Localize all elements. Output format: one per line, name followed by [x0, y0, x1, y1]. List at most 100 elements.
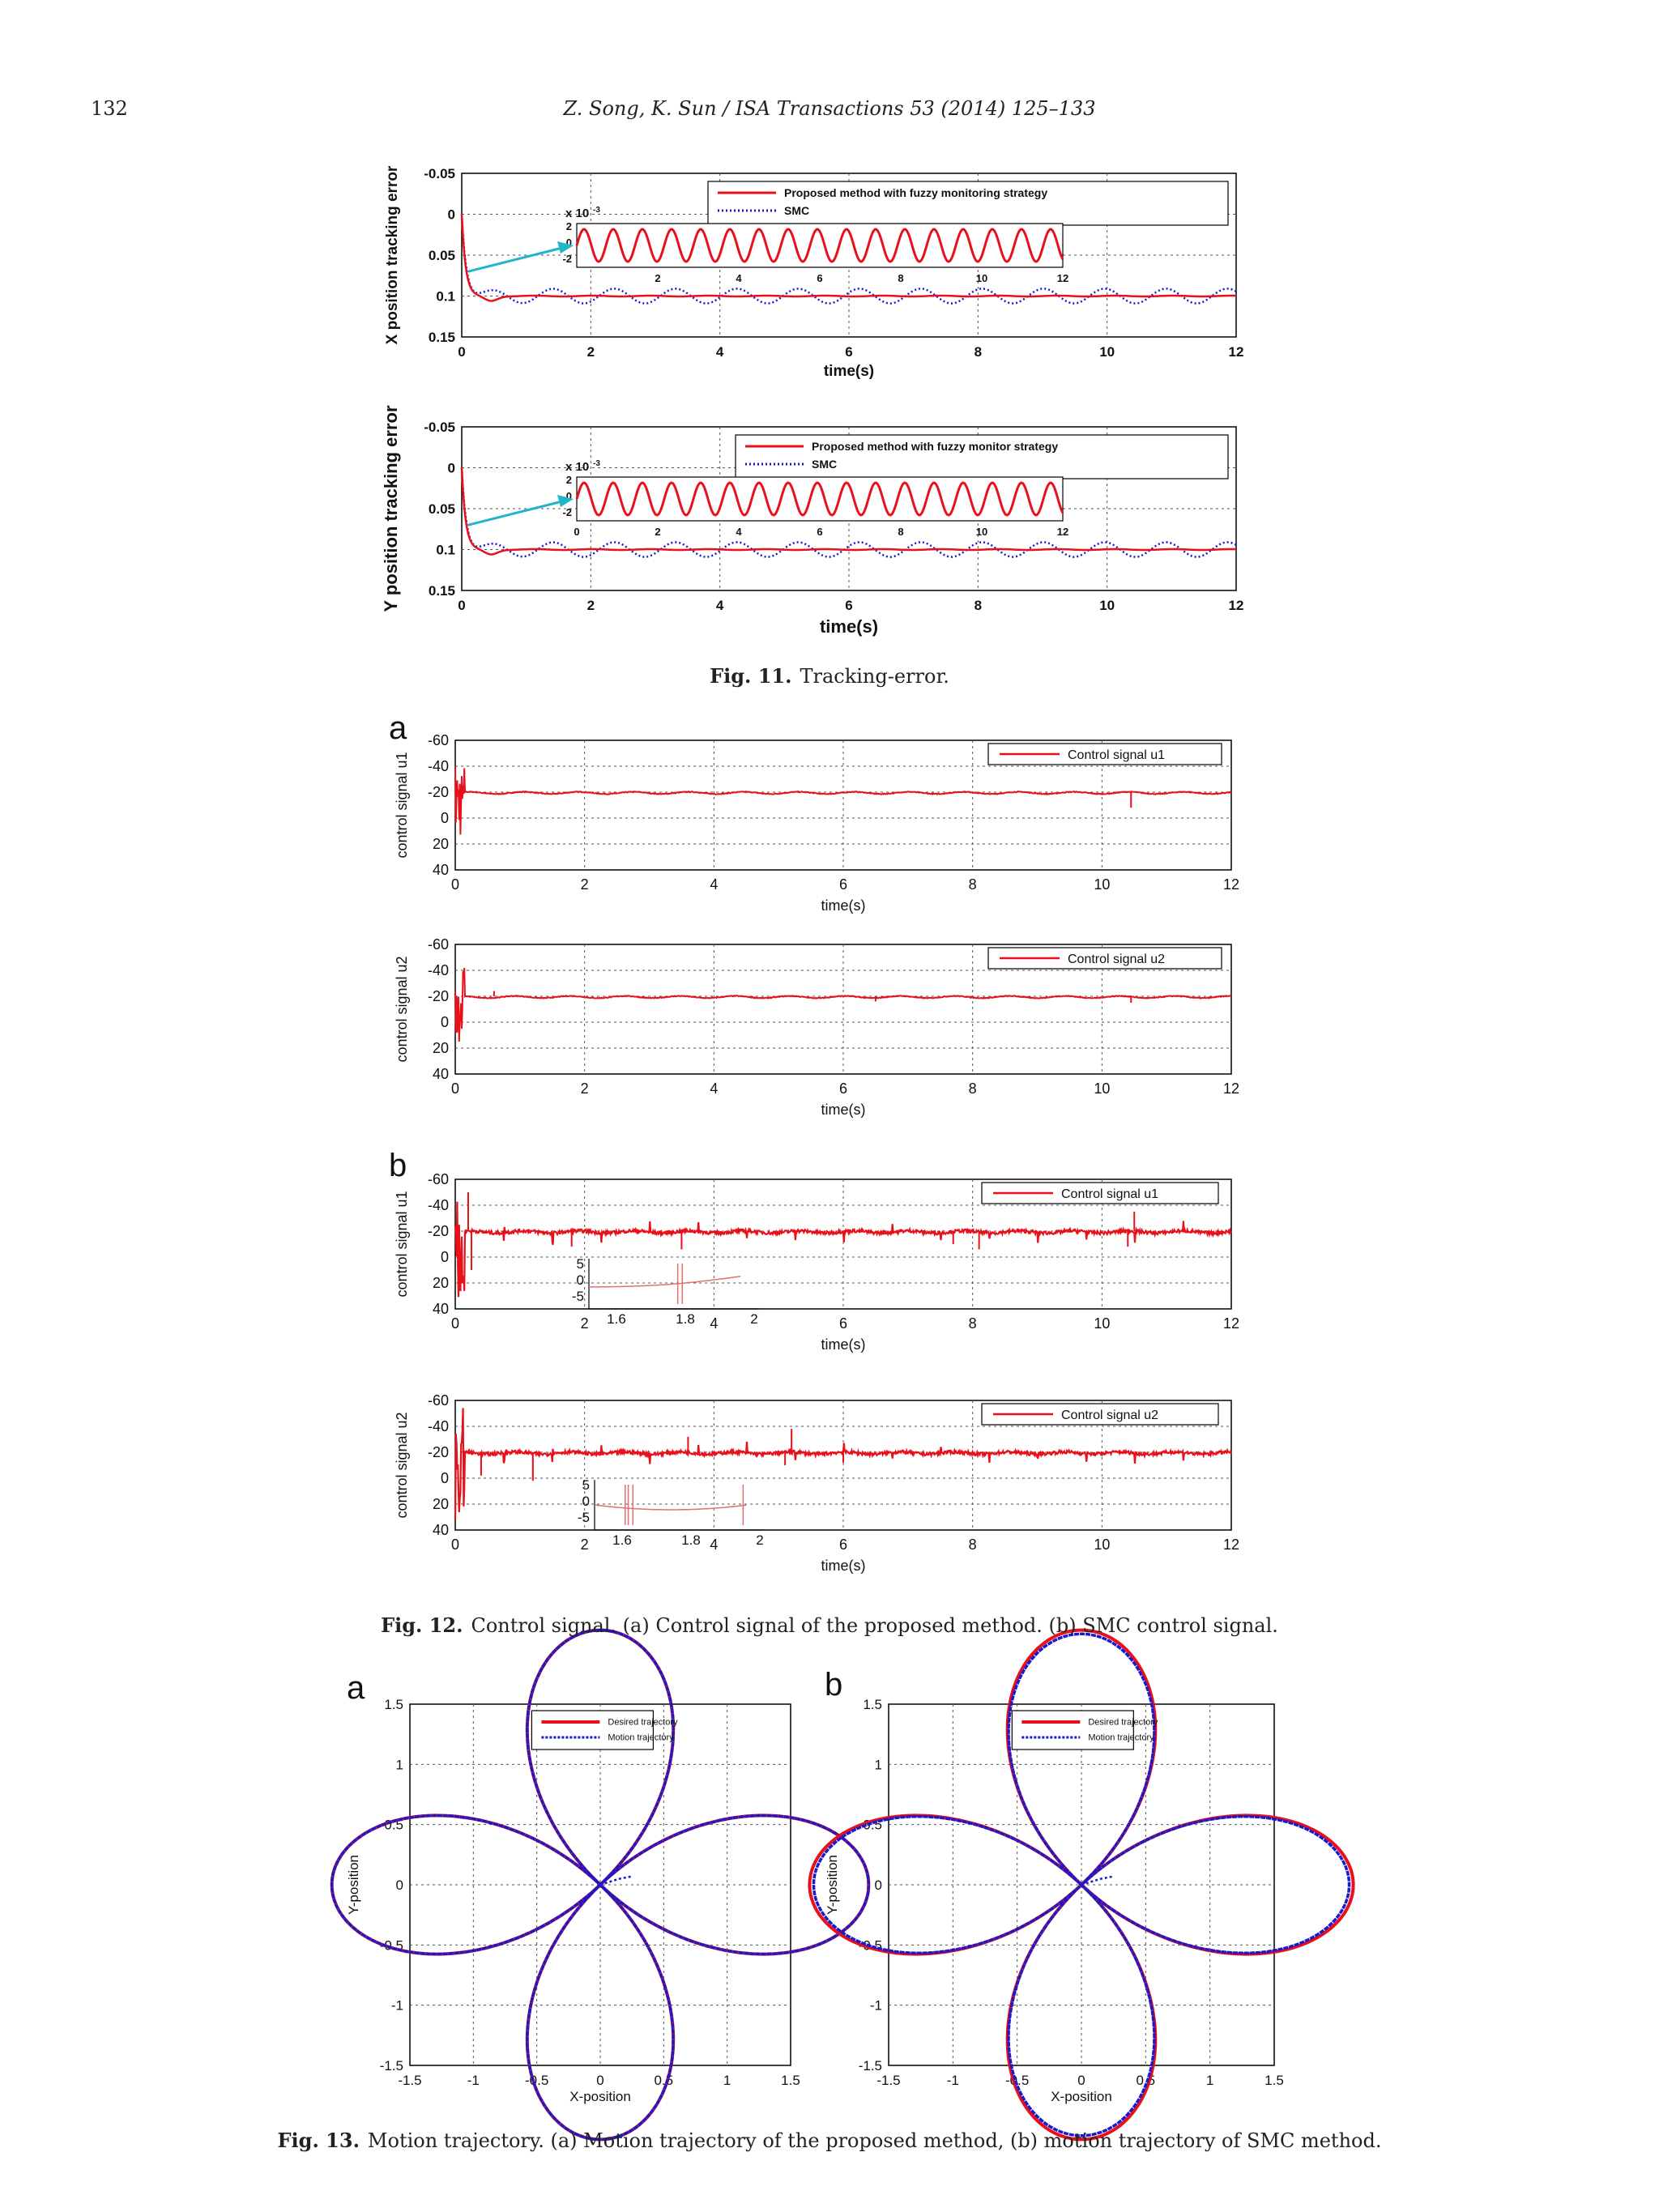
x-tick-label: 1 [723, 2073, 731, 2088]
zoom-arrowhead [557, 241, 574, 254]
y-tick-label: -40 [428, 1418, 449, 1434]
u1_b-inset: 50-5 1.6 1.8 2 [572, 1256, 759, 1327]
y-tick-label: 0.05 [429, 501, 455, 517]
x-tick-label: 8 [969, 1080, 977, 1097]
x-tick-label: -1.5 [398, 2073, 421, 2088]
x-tick-label: 1.5 [781, 2073, 800, 2088]
y-tick-label: 20 [433, 1275, 449, 1291]
y-tick-label: 40 [433, 1301, 449, 1317]
x-tick-label: 1 [1206, 2073, 1213, 2088]
y-tick-label: -0.05 [424, 420, 455, 435]
y-tick-label: 0.05 [429, 248, 455, 263]
inset-x-tick: 0 [574, 526, 579, 538]
legend-label: Control signal u1 [1068, 748, 1165, 762]
y_err-inset: 20-20 2 4 6 8 10 12x 10 -3 [467, 459, 1068, 538]
x-tick-label: 10 [1099, 344, 1115, 360]
x-tick-label: 0 [451, 876, 459, 893]
y-tick-label: 0.15 [429, 330, 455, 345]
traj_a-chart: -1.5 -1 -0.5 0 0.5 1 1.5-1.5-1-0.500.511.5X-po… [330, 1628, 871, 2142]
x-tick-label: 6 [839, 876, 847, 893]
x-tick-label: 6 [845, 344, 852, 360]
fig13-caption: Fig. 13. Motion trajectory. (a) Motion tr… [0, 2129, 1659, 2152]
fig12-text: Control signal. (a) Control signal of th… [471, 1614, 1278, 1637]
u1_b-series [454, 1201, 1232, 1298]
x-tick-label: 2 [581, 1536, 589, 1553]
x-tick-label: 4 [710, 1080, 718, 1097]
x-tick-label: 0 [451, 1536, 459, 1553]
y-tick-label: -40 [428, 1197, 449, 1213]
inset-x-tick: 2 [655, 272, 660, 284]
u1_a-series [454, 767, 1232, 835]
x_err-proposed-series [460, 214, 1237, 302]
inset-y-tick: 2 [566, 474, 572, 486]
y-tick-label: -20 [428, 784, 449, 800]
x-tick-label: 4 [710, 876, 718, 893]
y-tick-label: -1 [391, 1998, 403, 2014]
inset-x-tick: 2 [750, 1311, 757, 1327]
y-axis-label: control signal u2 [394, 956, 410, 1062]
y-tick-label: 1.5 [863, 1697, 882, 1712]
inset-y-tick: 0 [566, 237, 572, 249]
panel-label-fig13b: b [825, 1667, 842, 1703]
x-tick-label: 12 [1223, 1315, 1239, 1332]
inset-x-tick: 1.8 [676, 1311, 695, 1327]
x-tick-label: 0 [451, 1315, 459, 1332]
y-tick-label: 0 [441, 1249, 449, 1265]
x-axis-label: time(s) [821, 1336, 866, 1353]
inset-multiplier: x 10 [565, 460, 589, 474]
y-tick-label: 0 [441, 1014, 449, 1030]
legend-box [531, 1710, 655, 1750]
x-axis-label: time(s) [821, 897, 866, 914]
y-tick-label: 0 [448, 207, 455, 223]
x-tick-label: 6 [839, 1080, 847, 1097]
y-tick-label: -20 [428, 1223, 449, 1239]
x-tick-label: 8 [969, 876, 977, 893]
inset-x-tick: 8 [898, 526, 903, 538]
inset-y-tick: 2 [566, 220, 572, 232]
inset-y-tick: -5 [578, 1510, 590, 1525]
y-tick-label: 0.15 [429, 583, 455, 599]
x-tick-label: 8 [975, 344, 982, 360]
x-axis-label: time(s) [821, 1102, 866, 1118]
legend-label: Desired trajectory [1088, 1718, 1158, 1728]
legend-label: SMC [812, 458, 837, 471]
y-tick-label: 0.1 [436, 543, 455, 558]
start-transient [599, 1875, 633, 1886]
x-tick-label: 0 [458, 598, 465, 613]
inset-x-tick: 2 [756, 1532, 763, 1548]
y-tick-label: 20 [433, 1040, 449, 1056]
x-tick-label: 2 [581, 1080, 589, 1097]
y-axis-label: control signal u2 [394, 1412, 410, 1518]
y-tick-label: -1.5 [859, 2058, 882, 2073]
legend-box [735, 434, 1229, 479]
inset-x-tick: 10 [976, 272, 987, 284]
panel-label-fig12a: a [389, 710, 407, 746]
x-tick-label: 4 [710, 1536, 718, 1553]
y-tick-label: -40 [428, 758, 449, 774]
u2_a-chart: 0 2 4 6 8 10 12 40 20 0 -20 -40 -60 time(s) control si… [394, 936, 1239, 1118]
y_err-smc-series [460, 467, 1237, 558]
legend-label: Control signal u2 [1068, 953, 1165, 966]
legend-label: Proposed method with fuzzy monitoring st… [784, 186, 1047, 199]
inset-y-tick: 0 [577, 1272, 584, 1288]
x-tick-label: 12 [1229, 598, 1244, 613]
legend-label: Desired trajectory [608, 1718, 678, 1728]
x-tick-label: 6 [839, 1315, 847, 1332]
y-tick-label: -60 [428, 936, 449, 953]
inset-x-tick: 1.6 [607, 1311, 626, 1327]
inset-x-tick: 6 [817, 526, 822, 538]
inset-y-tick: 5 [577, 1256, 584, 1272]
inset-x-tick: 4 [736, 272, 742, 284]
y-axis-label: X position tracking error [384, 165, 401, 344]
y-axis-label: Y position tracking error [381, 405, 401, 612]
x_err-smc-series [460, 214, 1237, 305]
x-tick-label: 12 [1223, 876, 1239, 893]
x-axis-label: time(s) [824, 363, 874, 380]
y-tick-label: -60 [428, 732, 449, 748]
x-tick-label: -1 [947, 2073, 959, 2088]
zoom-arrow [467, 500, 563, 526]
x-tick-label: 4 [716, 598, 724, 613]
running-head: Z. Song, K. Sun / ISA Transactions 53 (2… [563, 97, 1096, 120]
x-tick-label: 2 [581, 1315, 589, 1332]
